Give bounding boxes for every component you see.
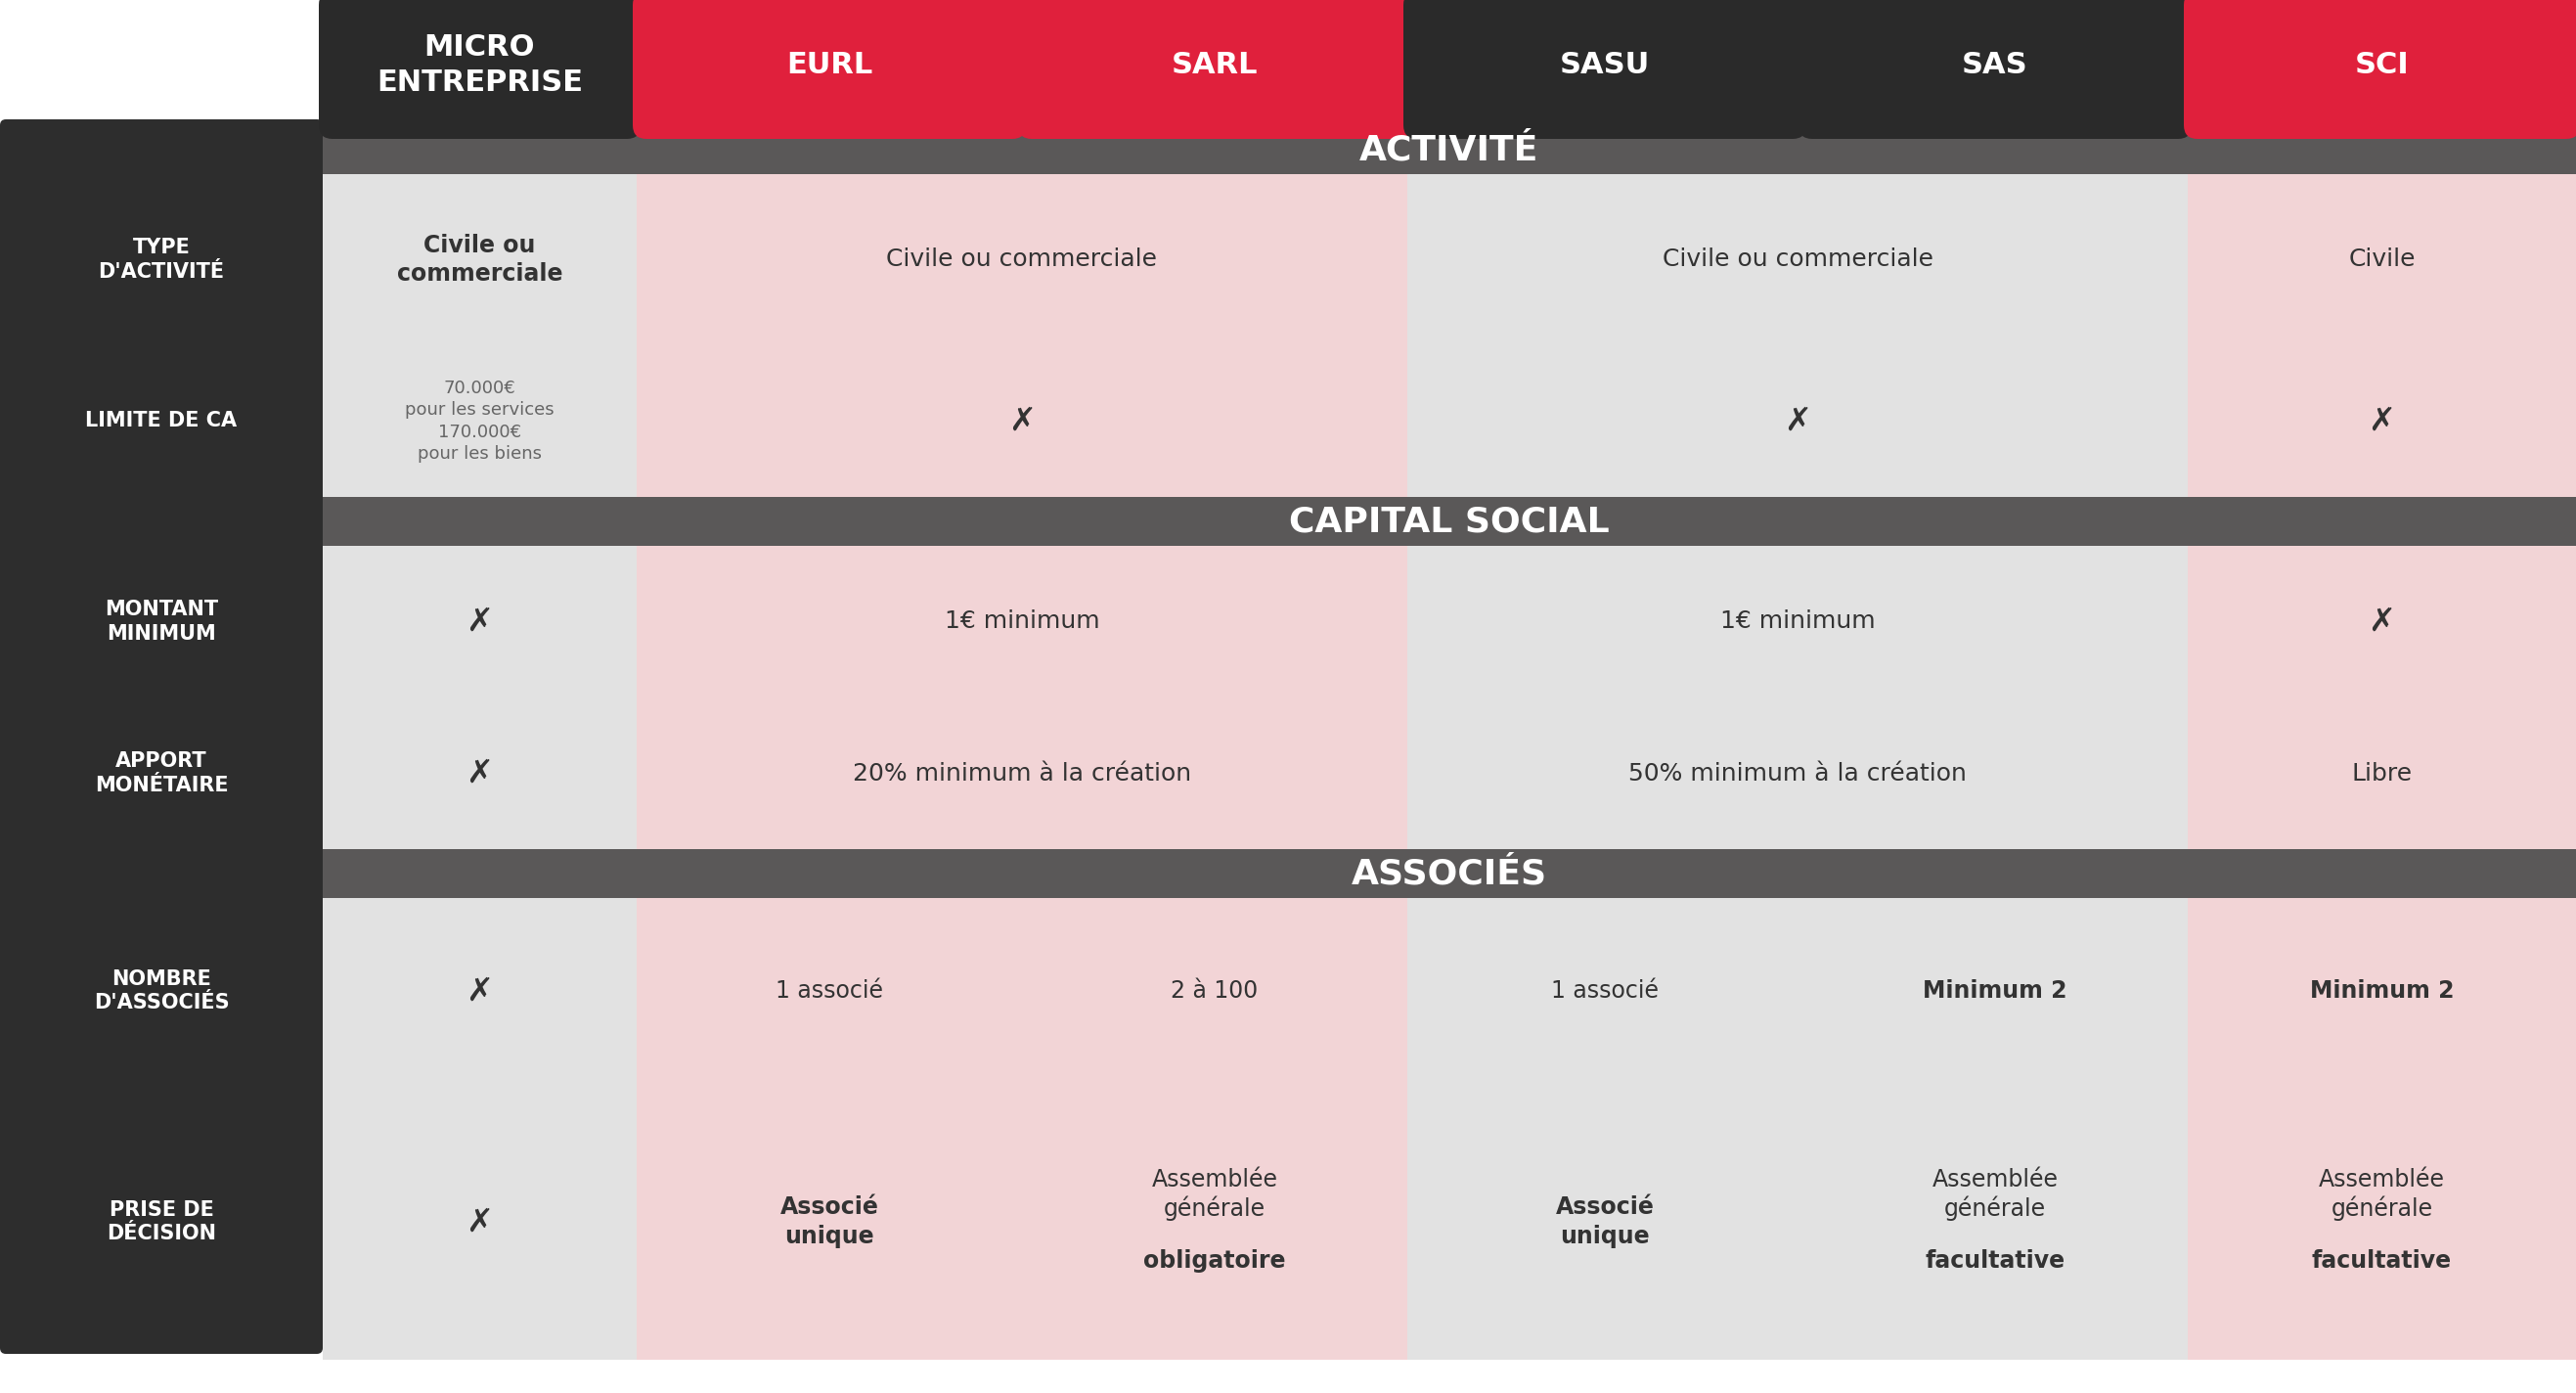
- Bar: [2187, 174, 2576, 345]
- Bar: [1023, 1084, 1406, 1360]
- Text: ✗: ✗: [1783, 405, 1811, 437]
- Bar: [322, 174, 636, 345]
- Text: APPORT
MONÉTAIRE: APPORT MONÉTAIRE: [95, 751, 229, 795]
- Text: PRISE DE
DÉCISION: PRISE DE DÉCISION: [106, 1199, 216, 1244]
- Text: Minimum 2: Minimum 2: [2311, 979, 2455, 1003]
- Text: 1€ minimum: 1€ minimum: [945, 610, 1100, 634]
- Text: SARL: SARL: [1172, 52, 1257, 79]
- Text: Associé
unique: Associé unique: [781, 1195, 878, 1248]
- Bar: [322, 1084, 636, 1360]
- Bar: [322, 698, 636, 850]
- Bar: [1023, 898, 1406, 1084]
- Text: 20% minimum à la création: 20% minimum à la création: [853, 762, 1190, 786]
- Text: ✗: ✗: [466, 975, 495, 1007]
- Bar: [1023, 546, 1406, 698]
- Text: 1 associé: 1 associé: [775, 979, 884, 1003]
- Text: ✗: ✗: [2367, 405, 2396, 437]
- Bar: [2187, 1084, 2576, 1360]
- Bar: [636, 546, 1023, 698]
- Text: SCI: SCI: [2354, 52, 2409, 79]
- Bar: [636, 1084, 1023, 1360]
- Text: NOMBRE
D'ASSOCIÉS: NOMBRE D'ASSOCIÉS: [93, 970, 229, 1013]
- Bar: [1803, 698, 2187, 850]
- Text: Assemblée
générale: Assemblée générale: [1151, 1169, 1278, 1220]
- Text: TYPE
D'ACTIVITÉ: TYPE D'ACTIVITÉ: [98, 238, 224, 281]
- Text: SASU: SASU: [1558, 52, 1651, 79]
- Text: facultative: facultative: [1924, 1250, 2066, 1273]
- Bar: [322, 546, 636, 698]
- Text: ✗: ✗: [1007, 405, 1036, 437]
- Text: 1€ minimum: 1€ minimum: [1721, 610, 1875, 634]
- Text: 70.000€
pour les services
170.000€
pour les biens: 70.000€ pour les services 170.000€ pour …: [404, 380, 554, 462]
- Bar: [1406, 898, 1803, 1084]
- Text: LIMITE DE CA: LIMITE DE CA: [85, 411, 237, 430]
- Text: 50% minimum à la création: 50% minimum à la création: [1628, 762, 1965, 786]
- Bar: [1023, 174, 1406, 345]
- Bar: [1406, 698, 1803, 850]
- Text: SAS: SAS: [1963, 52, 2027, 79]
- Text: Civile ou commerciale: Civile ou commerciale: [1662, 248, 1932, 272]
- Text: Civile ou
commerciale: Civile ou commerciale: [397, 234, 562, 286]
- Text: MICRO
ENTREPRISE: MICRO ENTREPRISE: [376, 33, 582, 96]
- FancyBboxPatch shape: [319, 0, 641, 139]
- Text: ✗: ✗: [2367, 606, 2396, 638]
- Text: ACTIVITÉ: ACTIVITÉ: [1360, 134, 1538, 166]
- Text: Assemblée
générale: Assemblée générale: [2318, 1169, 2445, 1220]
- FancyBboxPatch shape: [1404, 0, 1806, 139]
- Text: EURL: EURL: [786, 52, 873, 79]
- FancyBboxPatch shape: [2184, 0, 2576, 139]
- Bar: [2187, 345, 2576, 497]
- Text: ✗: ✗: [466, 1206, 495, 1238]
- Bar: [1406, 345, 1803, 497]
- Bar: [636, 174, 1023, 345]
- Bar: [322, 497, 2576, 546]
- Bar: [1803, 345, 2187, 497]
- Text: 2 à 100: 2 à 100: [1172, 979, 1257, 1003]
- Bar: [636, 698, 1023, 850]
- Bar: [1406, 174, 1803, 345]
- Text: Civile: Civile: [2349, 248, 2416, 272]
- Text: Civile ou commerciale: Civile ou commerciale: [886, 248, 1157, 272]
- Text: CAPITAL SOCIAL: CAPITAL SOCIAL: [1288, 504, 1610, 538]
- Bar: [2187, 898, 2576, 1084]
- Bar: [1803, 898, 2187, 1084]
- Bar: [2187, 546, 2576, 698]
- Text: ASSOCIÉS: ASSOCIÉS: [1352, 857, 1548, 890]
- Text: Associé
unique: Associé unique: [1556, 1195, 1654, 1248]
- Text: MONTANT
MINIMUM: MONTANT MINIMUM: [106, 600, 219, 644]
- Bar: [322, 125, 2576, 174]
- Bar: [1803, 1084, 2187, 1360]
- Bar: [1406, 546, 1803, 698]
- Bar: [322, 345, 636, 497]
- Bar: [1023, 698, 1406, 850]
- Bar: [636, 898, 1023, 1084]
- Text: 1 associé: 1 associé: [1551, 979, 1659, 1003]
- Text: Minimum 2: Minimum 2: [1922, 979, 2066, 1003]
- Text: facultative: facultative: [2311, 1250, 2452, 1273]
- Bar: [322, 898, 636, 1084]
- FancyBboxPatch shape: [634, 0, 1025, 139]
- Text: Libre: Libre: [2352, 762, 2411, 786]
- Text: ✗: ✗: [466, 606, 495, 638]
- Bar: [1406, 1084, 1803, 1360]
- Bar: [636, 345, 1023, 497]
- Text: ✗: ✗: [466, 758, 495, 790]
- Bar: [1023, 345, 1406, 497]
- Bar: [1803, 546, 2187, 698]
- Bar: [2187, 698, 2576, 850]
- Bar: [1803, 174, 2187, 345]
- Text: Assemblée
générale: Assemblée générale: [1932, 1169, 2058, 1220]
- Bar: [322, 850, 2576, 898]
- FancyBboxPatch shape: [1018, 0, 1412, 139]
- Text: obligatoire: obligatoire: [1144, 1250, 1285, 1273]
- FancyBboxPatch shape: [0, 120, 322, 1354]
- FancyBboxPatch shape: [1798, 0, 2192, 139]
